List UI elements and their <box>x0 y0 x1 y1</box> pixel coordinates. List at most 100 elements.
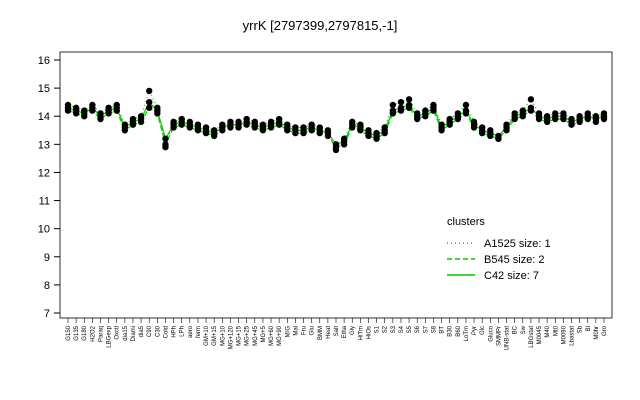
data-point <box>202 127 210 134</box>
data-point <box>430 104 437 111</box>
x-tick-label: G135 <box>74 325 80 340</box>
x-tick-label: Lbastat <box>570 326 576 346</box>
data-point <box>503 124 510 131</box>
data-point <box>146 98 153 106</box>
data-point <box>194 124 202 131</box>
data-point <box>462 101 470 109</box>
data-point <box>154 107 161 114</box>
data-point <box>438 124 445 131</box>
data-point <box>552 113 559 120</box>
x-tick-label: GM+15 <box>212 325 218 346</box>
x-tick-label: HiOs <box>366 326 372 339</box>
y-tick-label: 7 <box>44 308 50 320</box>
x-tick-label: UNB-stat <box>505 326 511 351</box>
data-point <box>487 129 494 137</box>
data-point <box>105 107 112 114</box>
legend-label: B545 size: 2 <box>484 254 545 266</box>
data-point <box>162 141 169 148</box>
x-tick-label: Sw <box>521 325 527 334</box>
x-tick-label: M0hr <box>594 326 600 340</box>
data-point <box>446 118 453 126</box>
data-point <box>495 132 502 140</box>
data-point <box>584 113 591 120</box>
x-tick-label: Gro <box>602 325 608 336</box>
x-tick-label: Pyr <box>472 326 478 335</box>
x-tick-label: M0090 <box>561 325 567 344</box>
data-point <box>519 110 526 117</box>
x-tick-label: Cold <box>163 326 169 338</box>
data-point <box>397 104 405 111</box>
x-tick-label: MG+10 <box>220 325 226 346</box>
x-tick-label: Salt <box>334 326 340 337</box>
x-tick-label: M40 <box>545 325 551 337</box>
data-point <box>600 113 608 120</box>
data-point <box>381 127 388 134</box>
data-point <box>72 107 80 114</box>
y-tick-label: 16 <box>38 55 50 67</box>
x-tick-label: H2O2 <box>90 325 96 341</box>
data-point <box>146 87 153 95</box>
data-point <box>121 124 129 131</box>
x-tick-label: S7 <box>423 325 429 333</box>
data-point <box>178 118 185 126</box>
data-point <box>568 118 575 126</box>
data-point <box>113 104 120 111</box>
x-tick-label: Mal <box>293 326 299 336</box>
x-tick-label: Gluco <box>488 325 494 341</box>
data-point <box>405 101 413 109</box>
x-tick-label: B30 <box>448 325 454 336</box>
data-point <box>251 121 258 128</box>
data-point <box>316 127 323 134</box>
data-point <box>89 104 96 111</box>
data-point <box>81 110 88 117</box>
data-point <box>235 121 242 128</box>
y-tick-label: 14 <box>38 111 50 123</box>
data-point <box>470 121 478 128</box>
x-tick-label: BC <box>513 325 519 334</box>
x-tick-label: S2 <box>383 325 389 333</box>
x-tick-label: MG+5 <box>261 325 267 342</box>
x-tick-label: aero <box>188 325 194 338</box>
data-point <box>478 127 486 134</box>
x-tick-label: Fru <box>302 326 308 335</box>
data-point <box>543 115 551 123</box>
x-tick-label: C30 <box>155 325 161 337</box>
x-tick-label: Mt0 <box>553 325 559 336</box>
data-point <box>389 107 397 114</box>
x-tick-label: S8 <box>431 325 437 333</box>
x-tick-label: LBGexp <box>107 325 113 347</box>
x-tick-label: S6 <box>415 325 421 333</box>
data-point <box>300 127 307 134</box>
x-tick-label: SMMPr <box>496 326 502 346</box>
y-tick-label: 9 <box>44 252 50 264</box>
x-tick-label: Glc <box>480 326 486 335</box>
x-tick-label: B60 <box>456 325 462 336</box>
x-tick-label: Oxctl <box>115 326 121 340</box>
x-tick-label: BMM <box>318 326 324 340</box>
data-point <box>405 96 413 103</box>
y-tick-label: 12 <box>38 167 50 179</box>
x-tick-label: dia15 <box>123 325 129 340</box>
data-point <box>422 110 429 117</box>
data-point <box>454 113 462 120</box>
data-point <box>592 115 600 123</box>
data-point <box>373 132 380 140</box>
data-point <box>332 141 340 148</box>
legend-title: clusters <box>447 216 485 228</box>
data-point <box>414 113 421 120</box>
legend-label: A1525 size: 1 <box>484 238 551 250</box>
data-point <box>324 129 332 137</box>
x-tick-label: Bl <box>586 326 592 331</box>
data-point <box>137 115 145 123</box>
data-point <box>527 104 535 111</box>
data-point <box>64 104 72 111</box>
data-point <box>308 124 315 131</box>
legend-label: C42 size: 7 <box>484 270 539 282</box>
x-tick-label: MG+15 <box>237 325 243 346</box>
data-point <box>462 107 470 114</box>
data-point <box>186 121 194 128</box>
data-point <box>397 98 405 106</box>
x-tick-label: S4 <box>399 325 405 333</box>
